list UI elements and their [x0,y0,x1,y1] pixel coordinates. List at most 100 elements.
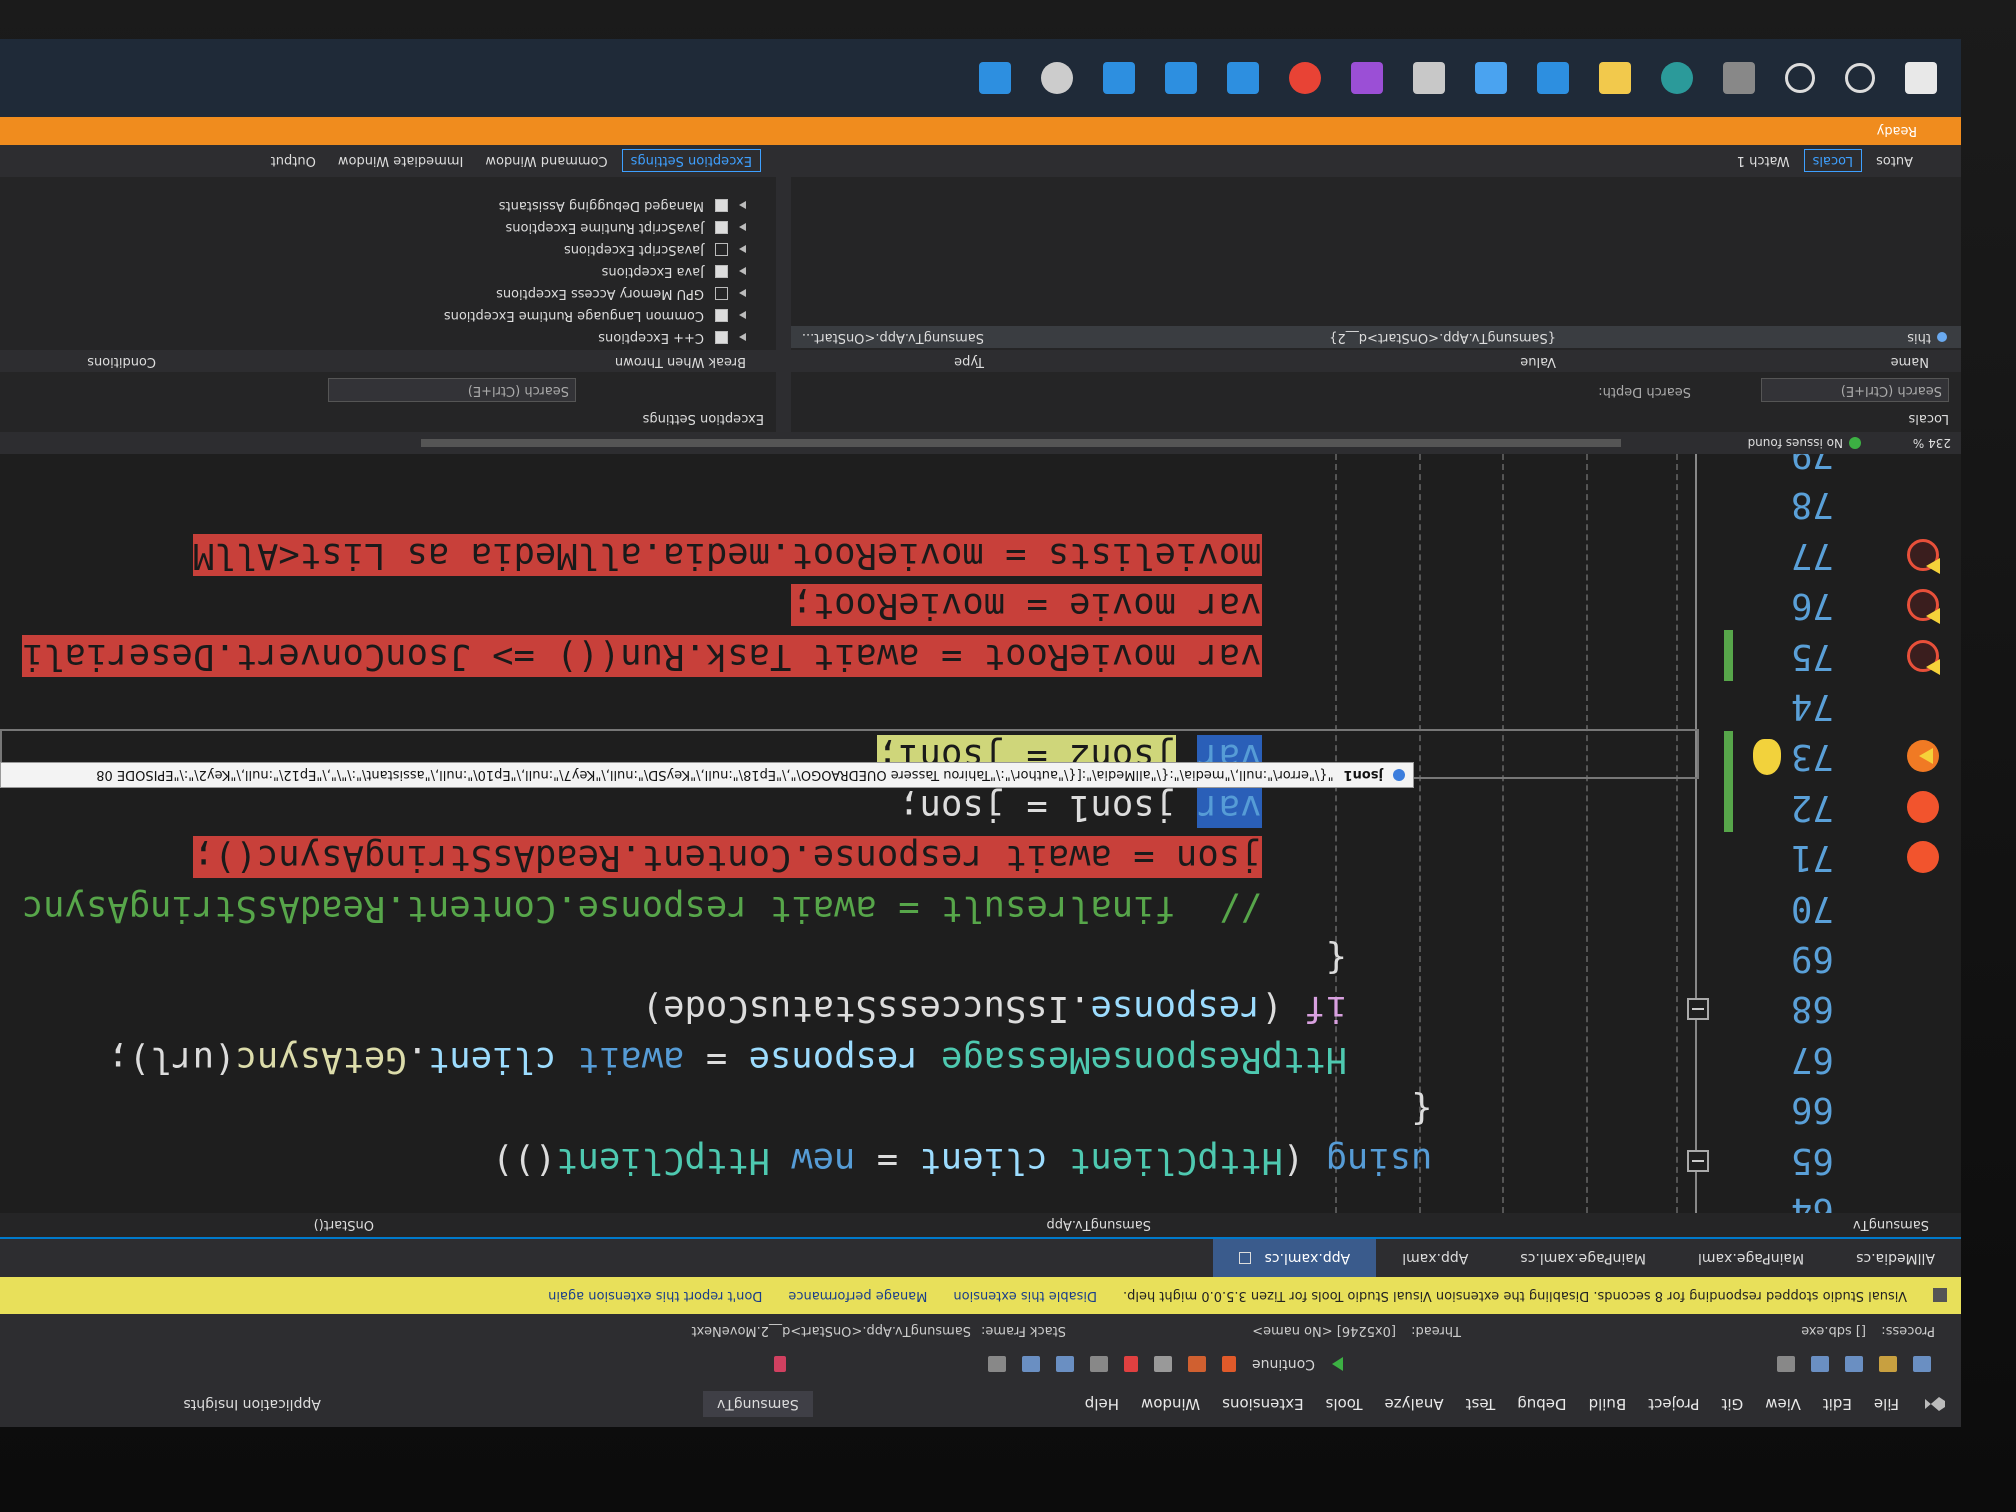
toolbar-icon[interactable] [988,1356,1007,1373]
nav-project[interactable]: SamsungTv [1852,1217,1929,1233]
task-view[interactable] [1723,62,1755,94]
checkbox[interactable] [715,243,728,256]
toolbar-icon[interactable] [1811,1356,1829,1373]
nav-class[interactable]: SamsungTv.App [1046,1217,1151,1233]
app-icon[interactable] [979,62,1011,94]
outline-toggle[interactable] [1687,1149,1709,1172]
toolbar-icon[interactable] [1056,1356,1075,1373]
expand-arrow[interactable] [739,311,746,319]
search-box[interactable]: Search (Ctrl+E) [1761,378,1949,402]
expand-arrow[interactable] [739,289,746,297]
menu-item[interactable]: Tools [1325,1395,1363,1414]
app-icon[interactable] [1227,62,1259,94]
toolbar-icon[interactable] [1090,1356,1109,1373]
menu-item[interactable]: Help [1084,1395,1119,1414]
exception-row[interactable]: Java Exceptions [0,260,776,282]
breakpoint-glyph[interactable] [1907,841,1939,874]
breakpoint-glyph[interactable] [1907,790,1939,823]
scrollbar[interactable] [421,439,1621,447]
checkbox[interactable] [715,221,728,234]
nav-member[interactable]: OnStart() [313,1217,374,1233]
menu-item[interactable]: Git [1721,1395,1744,1414]
checkbox[interactable] [715,199,728,212]
process-value[interactable]: [] sdb.exe [1801,1323,1866,1338]
app-icon[interactable] [1413,62,1445,94]
expand-arrow[interactable] [739,201,746,209]
notification-link[interactable]: Disable this extension [953,1288,1097,1303]
menu-item[interactable]: Extensions [1222,1395,1304,1414]
store-icon[interactable] [1475,62,1507,94]
data-tip[interactable]: json1 "{\"error\":null,\"media\":{\"allM… [0,762,1414,788]
exception-row[interactable]: Common Language Runtime Exceptions [0,304,776,326]
document-tab[interactable]: App.xaml.cs [1212,1239,1377,1277]
toolbar-icon[interactable] [1879,1356,1897,1373]
toolbar-icon[interactable] [1154,1356,1173,1373]
app-icon[interactable] [1537,62,1569,94]
menu-item[interactable]: Analyze [1384,1395,1444,1414]
locals-row[interactable]: this {SamsungTv.App.<OnStart>d__2} Samsung… [791,326,1961,348]
continue-icon[interactable] [1331,1357,1345,1373]
app-icon[interactable] [1103,62,1135,94]
breakpoint-glyph[interactable] [1907,589,1940,625]
expand-arrow[interactable] [739,245,746,253]
toolbar-icon[interactable] [1222,1356,1237,1373]
stack-value[interactable]: SamsungTv.App.<OnStart>d__2.MoveNext [691,1323,972,1338]
start-button[interactable] [1905,62,1937,94]
panel-tab[interactable]: Watch 1 [1736,153,1790,169]
breakpoint-glyph[interactable] [1907,639,1940,675]
toolbar-icon[interactable] [1022,1356,1041,1373]
column-name[interactable]: Type [954,354,984,369]
menu-item[interactable]: Project [1648,1395,1700,1414]
panel-tab[interactable]: Output [270,153,316,169]
toolbar-icon[interactable] [1777,1356,1795,1373]
menu-item[interactable]: Debug [1517,1395,1567,1414]
cortana-button[interactable] [1785,63,1815,93]
app-icon[interactable] [1165,62,1197,94]
checkbox[interactable] [715,265,728,278]
insights-button[interactable]: Application Insights [183,1396,321,1413]
checkbox[interactable] [715,331,728,344]
exception-row[interactable]: Managed Debugging Assistants [0,194,776,216]
menu-item[interactable]: Edit [1822,1395,1852,1414]
thread-value[interactable]: [0x5246] <No name> [1252,1323,1396,1338]
menu-item[interactable]: Window [1140,1395,1201,1414]
visual-studio-icon[interactable] [1351,62,1383,94]
outline-toggle[interactable] [1687,998,1709,1021]
checkbox[interactable] [715,309,728,322]
menu-item[interactable]: View [1765,1395,1801,1414]
document-tab[interactable]: App.xaml [1376,1239,1494,1277]
panel-tab[interactable]: Locals [1803,149,1863,173]
breakpoint-glyph[interactable] [1907,538,1940,574]
exception-row[interactable]: JavaScript Runtime Exceptions [0,216,776,238]
panel-tab[interactable]: Autos [1876,153,1913,169]
notification-link[interactable]: Manage performance [788,1288,928,1303]
search-box[interactable]: SamsungTv [702,1391,813,1418]
checkbox[interactable] [715,287,728,300]
zoom-level[interactable]: 234 % [1912,436,1951,450]
document-tab[interactable]: MainPage.xaml.cs [1494,1239,1672,1277]
continue-button[interactable]: Continue [1252,1356,1315,1373]
lightbulb[interactable] [1753,739,1781,776]
column-name[interactable]: Value [1520,354,1556,369]
column-name[interactable]: Name [1890,354,1929,369]
chrome-icon[interactable] [1289,62,1321,94]
settings-icon[interactable] [1041,62,1073,94]
stop-icon[interactable] [1124,1356,1139,1373]
document-tab[interactable]: AllMedia.cs [1830,1239,1961,1277]
expand-arrow[interactable] [739,267,746,275]
menu-item[interactable]: Build [1588,1395,1627,1414]
expand-arrow[interactable] [739,223,746,231]
exception-row[interactable]: GPU Memory Access Exceptions [0,282,776,304]
toolbar-icon[interactable] [1845,1356,1863,1373]
notification-link[interactable]: Don't report this extension again [548,1288,763,1303]
panel-tab[interactable]: Immediate Window [337,153,464,169]
edge-icon[interactable] [1661,62,1693,94]
insights-icon[interactable] [774,1356,787,1373]
explorer-icon[interactable] [1599,62,1631,94]
panel-tab[interactable]: Command Window [485,153,608,169]
exception-row[interactable]: C++ Exceptions [0,326,776,348]
issues-status[interactable]: No issues found [1747,436,1843,450]
document-tab[interactable]: MainPage.xaml [1672,1239,1830,1277]
exception-row[interactable]: JavaScript Exceptions [0,238,776,260]
search-button[interactable] [1845,63,1875,93]
